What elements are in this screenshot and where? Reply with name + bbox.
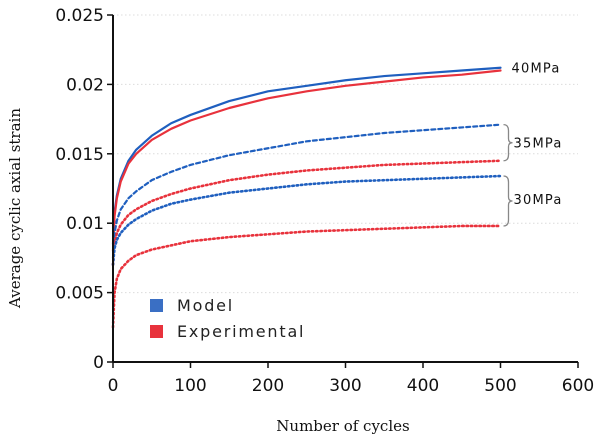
series-line-40mpa-model — [111, 66, 502, 246]
series-line-40mpa-experimental — [111, 69, 502, 253]
annotation-brace-35mpa — [503, 124, 513, 162]
y-tick-label: 0.01 — [66, 214, 104, 234]
y-tick-label: 0.025 — [55, 6, 104, 26]
x-tick-label: 500 — [484, 376, 516, 396]
series-lines — [111, 66, 502, 329]
annotation-label-40mpa: 40MPa — [512, 62, 561, 77]
legend-swatch-model — [150, 299, 163, 312]
y-tick-label: 0.005 — [55, 284, 104, 304]
annotation-brace-30mpa — [503, 175, 513, 227]
x-tick-label: 400 — [407, 376, 439, 396]
annotation-label-35mpa: 35MPa — [514, 137, 563, 152]
x-tick-label: 0 — [108, 376, 119, 396]
axes: 0 0.005 0.01 0.015 0.02 0.025 0 100 200 300 400 500… — [55, 6, 594, 396]
x-tick-label: 600 — [562, 376, 594, 396]
series-line-35mpa-model — [111, 123, 502, 259]
y-tick-label: 0.02 — [66, 75, 104, 95]
x-axis-title: Number of cycles — [276, 417, 409, 435]
annotation-label-30mpa: 30MPa — [514, 193, 563, 208]
x-tick-label: 300 — [329, 376, 361, 396]
legend-swatch-experimental — [150, 325, 163, 338]
y-tick-label: 0.015 — [55, 145, 104, 165]
annotations: 40MPa 35MPa 30MPa — [503, 62, 563, 227]
series-line-30mpa-experimental — [111, 224, 502, 329]
legend: Model Experimental — [150, 296, 305, 341]
y-axis-title: Average cyclic axial strain — [6, 108, 24, 309]
x-tick-label: 100 — [174, 376, 206, 396]
x-tick-label: 200 — [252, 376, 284, 396]
y-tick-label: 0 — [93, 353, 104, 373]
grid — [113, 14, 578, 294]
series-line-35mpa-experimental — [111, 159, 502, 267]
legend-label-experimental: Experimental — [177, 322, 305, 341]
legend-label-model: Model — [177, 296, 234, 315]
series-line-30mpa-model — [111, 174, 502, 267]
